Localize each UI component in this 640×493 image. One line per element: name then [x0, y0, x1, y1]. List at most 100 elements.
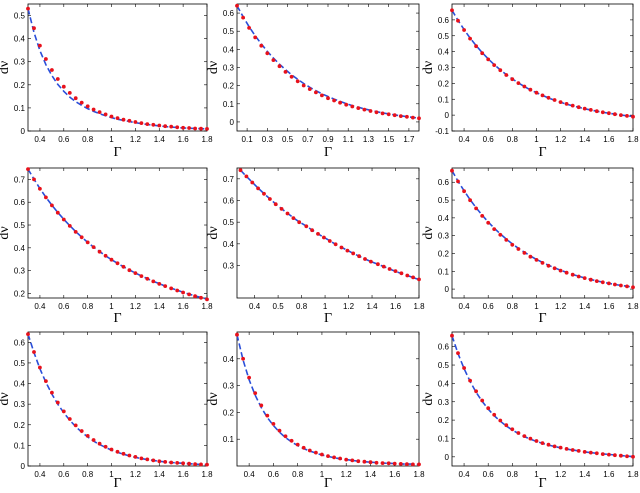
- y-tick-label: 0.4: [223, 45, 235, 54]
- data-point: [380, 461, 385, 465]
- data-point: [405, 273, 410, 278]
- data-point: [163, 124, 168, 129]
- y-tick-label: 0: [230, 118, 235, 127]
- data-point: [376, 262, 380, 267]
- data-point: [322, 235, 326, 240]
- data-point: [468, 378, 472, 383]
- y-tick-label: 0.6: [438, 178, 450, 187]
- x-tick-label: 1.2: [130, 135, 142, 144]
- data-point: [564, 270, 569, 275]
- data-point: [67, 224, 72, 228]
- data-point: [357, 254, 361, 259]
- plot-frame: [236, 3, 420, 132]
- x-tick-label: 1.4: [366, 302, 378, 311]
- data-point: [588, 108, 593, 112]
- x-tick-label: 0.7: [302, 135, 314, 144]
- data-point: [486, 406, 491, 411]
- x-tick-label: 1.7: [403, 135, 415, 144]
- y-axis-label: dν: [0, 392, 12, 405]
- x-axis-label: Γ: [113, 145, 121, 160]
- y-tick-label: 0.3: [223, 382, 235, 391]
- data-point: [301, 83, 306, 88]
- x-tick-label: 0.6: [58, 135, 70, 144]
- data-point: [594, 109, 599, 114]
- y-tick-label: 0.5: [223, 27, 235, 36]
- data-point: [582, 276, 587, 280]
- data-point: [259, 43, 264, 48]
- data-point: [133, 271, 138, 275]
- data-point: [326, 96, 330, 101]
- data-point: [534, 258, 539, 262]
- data-point: [417, 462, 421, 467]
- data-point: [139, 121, 144, 125]
- x-tick-label: 1.2: [343, 302, 355, 311]
- data-point: [271, 58, 276, 62]
- chart-panel-5: 0.4 0.5 0.8 1 1.2 1.4 1.6 1.8 0.7 0.6 0.5 0.4 0.3 Γdν: [206, 167, 425, 326]
- plot-frame: [27, 167, 208, 299]
- data-point: [310, 228, 314, 233]
- data-point: [307, 87, 312, 91]
- data-point: [259, 403, 264, 408]
- data-point: [85, 104, 90, 109]
- y-tick-label: 0.3: [438, 64, 450, 73]
- data-point: [127, 268, 132, 273]
- data-point: [247, 26, 252, 30]
- data-point: [193, 294, 198, 299]
- data-point: [350, 458, 355, 463]
- data-point: [67, 417, 72, 421]
- y-tick-label: 0.1: [223, 435, 235, 444]
- data-point: [417, 277, 421, 282]
- data-point: [613, 453, 617, 458]
- x-tick-label: 0.6: [483, 135, 495, 144]
- data-point: [151, 122, 156, 127]
- x-axis-label: Γ: [324, 311, 332, 326]
- data-point: [327, 239, 332, 243]
- data-point: [50, 68, 54, 72]
- y-tick-label: 0.1: [223, 100, 235, 109]
- data-point: [151, 458, 156, 463]
- data-point: [127, 453, 132, 458]
- x-tick-label: 1.4: [154, 135, 166, 144]
- x-tick-label: 1.3: [363, 135, 375, 144]
- y-tick-label: 0.3: [14, 58, 26, 67]
- data-point: [26, 332, 30, 336]
- x-tick-label: 0.6: [58, 302, 70, 311]
- y-tick-label: 0.3: [438, 398, 450, 407]
- data-point: [381, 264, 386, 269]
- data-point: [55, 210, 60, 215]
- data-point: [456, 18, 460, 23]
- data-point: [199, 462, 203, 467]
- data-point: [283, 70, 288, 74]
- x-tick-label: 1.6: [178, 470, 190, 479]
- x-tick-label: 1.4: [579, 302, 591, 311]
- x-tick-label: 0.4: [34, 470, 46, 479]
- data-point: [289, 438, 294, 443]
- data-point: [607, 281, 611, 286]
- y-tick-label: 0.6: [223, 9, 235, 18]
- y-tick-label: 0.2: [14, 421, 26, 430]
- x-tick-label: 0.3: [262, 135, 274, 144]
- x-tick-label: 1: [320, 470, 325, 479]
- data-point: [480, 398, 485, 403]
- x-tick-label: 1: [109, 135, 114, 144]
- data-point: [109, 447, 114, 452]
- data-point: [374, 460, 379, 465]
- data-point: [307, 448, 312, 453]
- data-point: [393, 269, 398, 273]
- data-point: [151, 279, 156, 284]
- data-point: [79, 235, 84, 240]
- y-tick-label: 0.5: [438, 196, 450, 205]
- x-tick-label: 1.5: [383, 135, 395, 144]
- data-point: [607, 452, 611, 457]
- x-tick-label: 1.8: [413, 470, 425, 479]
- data-point: [32, 26, 36, 31]
- data-point: [205, 297, 209, 302]
- data-point: [283, 434, 288, 439]
- data-point: [55, 400, 60, 405]
- x-axis-label: Γ: [538, 476, 546, 491]
- x-tick-label: 1: [109, 470, 114, 479]
- data-point: [600, 110, 605, 115]
- data-point: [351, 251, 356, 256]
- data-point: [504, 73, 509, 77]
